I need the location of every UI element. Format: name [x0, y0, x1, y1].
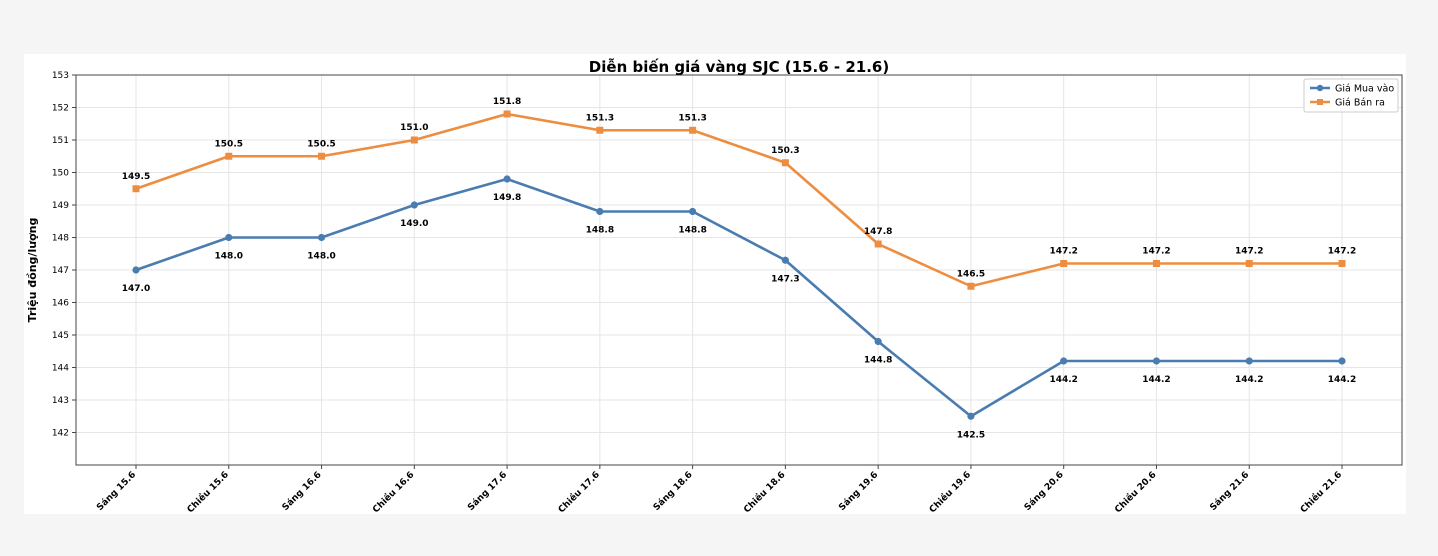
data-point	[781, 159, 789, 167]
y-tick-label: 146	[52, 299, 69, 309]
data-label: 142.5	[957, 430, 985, 440]
y-tick-label: 145	[52, 331, 69, 341]
y-tick-label: 149	[52, 201, 69, 211]
data-point	[318, 152, 326, 160]
series-layer	[132, 110, 1346, 420]
series-line	[135, 112, 1342, 288]
y-tick-label: 150	[52, 169, 69, 179]
chart-card: 142 143 144 145 146 147 148 149 150 151 152 153 Sán…	[24, 54, 1406, 514]
data-point	[503, 110, 511, 118]
data-label: 144.2	[1328, 375, 1356, 385]
data-label: 144.2	[1235, 375, 1263, 385]
data-point	[1152, 357, 1161, 365]
data-label: 149.5	[122, 172, 150, 182]
data-point	[317, 233, 326, 242]
data-label: 147.8	[864, 227, 892, 237]
data-point	[596, 207, 604, 216]
data-label: 147.2	[1049, 247, 1077, 257]
data-label: 150.5	[307, 139, 335, 149]
data-point	[689, 207, 697, 216]
chart-background	[24, 54, 1406, 514]
y-tick-label: 152	[52, 104, 69, 114]
data-label: 148.0	[307, 252, 335, 262]
data-point	[874, 240, 882, 248]
data-point	[132, 185, 140, 193]
data-label: 150.5	[215, 139, 243, 149]
data-point	[132, 266, 140, 274]
legend-label: Giá Mua vào	[1335, 84, 1394, 95]
data-label: 150.3	[771, 146, 799, 156]
y-axis: 142 143 144 145 146 147 148 149 150 151 152 153	[52, 71, 76, 439]
chart-title: Diễn biến giá vàng SJC (15.6 - 21.6)	[589, 57, 889, 76]
data-label: 149.0	[400, 219, 428, 229]
legend: Giá Mua vào Giá Bán ra	[1303, 78, 1399, 113]
data-point	[503, 175, 511, 183]
y-tick-label: 142	[52, 429, 69, 439]
data-label: 148.0	[215, 252, 243, 262]
series-line	[135, 177, 1342, 418]
data-label: 147.2	[1328, 247, 1356, 257]
data-label: 151.3	[586, 113, 614, 123]
y-tick-label: 147	[52, 266, 69, 276]
legend-marker	[1316, 84, 1324, 92]
data-point	[1338, 357, 1346, 365]
data-point	[596, 126, 604, 134]
data-label: 146.5	[957, 269, 985, 279]
data-point	[1245, 260, 1253, 267]
y-tick-label: 143	[52, 396, 69, 406]
data-point	[410, 201, 418, 209]
data-point	[1060, 260, 1068, 267]
data-point	[689, 126, 697, 134]
data-point	[1245, 357, 1253, 365]
data-label: 151.0	[400, 123, 428, 133]
data-point	[410, 136, 418, 144]
data-point	[225, 233, 233, 242]
y-axis-label: Triệu đồng/lượng	[26, 218, 39, 323]
y-tick-label: 148	[52, 234, 69, 244]
y-tick-label: 153	[52, 71, 69, 81]
data-point	[967, 282, 975, 290]
legend-marker	[1317, 99, 1323, 105]
y-tick-label: 151	[52, 136, 69, 146]
data-label: 144.2	[1142, 375, 1170, 385]
data-point	[967, 412, 975, 420]
data-label: 144.2	[1049, 375, 1077, 385]
data-label: 147.2	[1235, 247, 1263, 257]
data-label: 151.3	[678, 113, 706, 123]
data-label: 147.2	[1142, 247, 1170, 257]
data-label: 151.8	[493, 97, 521, 107]
data-point	[1060, 357, 1068, 365]
data-point	[225, 152, 233, 160]
data-point	[781, 256, 789, 264]
data-labels: 147.0 148.0 148.0 149.0 149.8 148.8 148.8 147.3…	[122, 97, 1356, 440]
legend-label: Giá Bán ra	[1335, 98, 1385, 109]
y-tick-label: 144	[52, 364, 69, 374]
data-label: 144.8	[864, 356, 892, 366]
data-point	[1152, 260, 1160, 267]
data-label: 147.3	[771, 274, 799, 284]
data-label: 148.8	[586, 226, 614, 236]
data-point	[1338, 260, 1346, 267]
data-label: 147.0	[122, 284, 150, 294]
data-label: 149.8	[493, 193, 521, 203]
data-point	[874, 337, 882, 346]
data-label: 148.8	[678, 226, 706, 236]
